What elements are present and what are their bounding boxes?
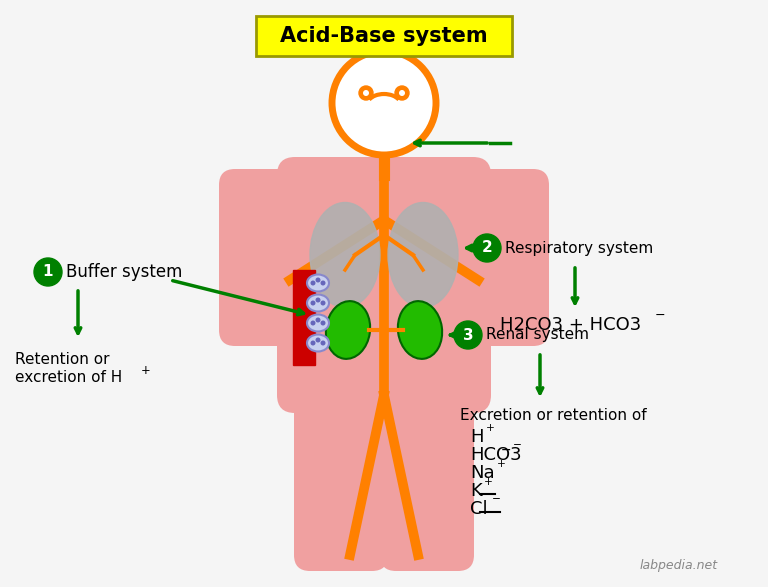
Circle shape [395, 86, 409, 100]
Circle shape [310, 340, 316, 346]
FancyBboxPatch shape [219, 169, 316, 346]
Circle shape [320, 321, 326, 326]
Text: excretion of H: excretion of H [15, 370, 122, 386]
FancyBboxPatch shape [277, 157, 491, 413]
Ellipse shape [398, 301, 442, 359]
FancyBboxPatch shape [452, 169, 549, 346]
Circle shape [332, 51, 436, 155]
Circle shape [34, 258, 62, 286]
Text: $^+$: $^+$ [138, 365, 151, 383]
FancyBboxPatch shape [294, 354, 388, 571]
FancyBboxPatch shape [380, 354, 474, 571]
Text: Respiratory system: Respiratory system [505, 241, 654, 255]
Text: H2CO3 + HCO3: H2CO3 + HCO3 [500, 316, 641, 334]
Text: Retention or: Retention or [15, 353, 110, 367]
Circle shape [363, 90, 369, 96]
Circle shape [310, 301, 316, 305]
Ellipse shape [326, 301, 370, 359]
Circle shape [359, 86, 373, 100]
Ellipse shape [307, 275, 329, 292]
Text: $^-$: $^-$ [489, 495, 501, 511]
Text: Na: Na [470, 464, 495, 482]
Text: $^-$: $^-$ [652, 311, 666, 329]
Circle shape [316, 318, 320, 322]
Text: $^-$: $^-$ [510, 441, 522, 457]
Circle shape [320, 301, 326, 305]
Ellipse shape [307, 315, 329, 332]
Circle shape [310, 281, 316, 285]
Ellipse shape [307, 295, 329, 312]
Text: 2: 2 [482, 241, 492, 255]
Text: $^+$: $^+$ [481, 477, 493, 492]
Bar [293, 270, 315, 365]
Text: $^+$: $^+$ [483, 423, 495, 438]
Circle shape [454, 321, 482, 349]
Text: 1: 1 [43, 265, 53, 279]
Circle shape [316, 338, 320, 342]
Text: K: K [470, 482, 482, 500]
Text: Excretion or retention of: Excretion or retention of [460, 407, 647, 423]
Text: H: H [470, 428, 484, 446]
Text: Renal system: Renal system [486, 328, 589, 342]
Circle shape [320, 281, 326, 285]
Circle shape [316, 298, 320, 302]
Circle shape [399, 90, 405, 96]
Ellipse shape [307, 335, 329, 352]
Circle shape [473, 234, 501, 262]
Text: Acid-Base system: Acid-Base system [280, 26, 488, 46]
Text: Buffer system: Buffer system [66, 263, 182, 281]
Circle shape [316, 278, 320, 282]
Text: Cl: Cl [470, 500, 488, 518]
Text: HCO3: HCO3 [470, 446, 521, 464]
Circle shape [320, 340, 326, 346]
Text: labpedia.net: labpedia.net [640, 558, 718, 572]
FancyBboxPatch shape [256, 16, 512, 56]
Circle shape [310, 321, 316, 326]
Text: $^+$: $^+$ [494, 460, 506, 474]
Text: 3: 3 [462, 328, 473, 342]
Ellipse shape [388, 203, 458, 308]
Ellipse shape [310, 203, 380, 308]
